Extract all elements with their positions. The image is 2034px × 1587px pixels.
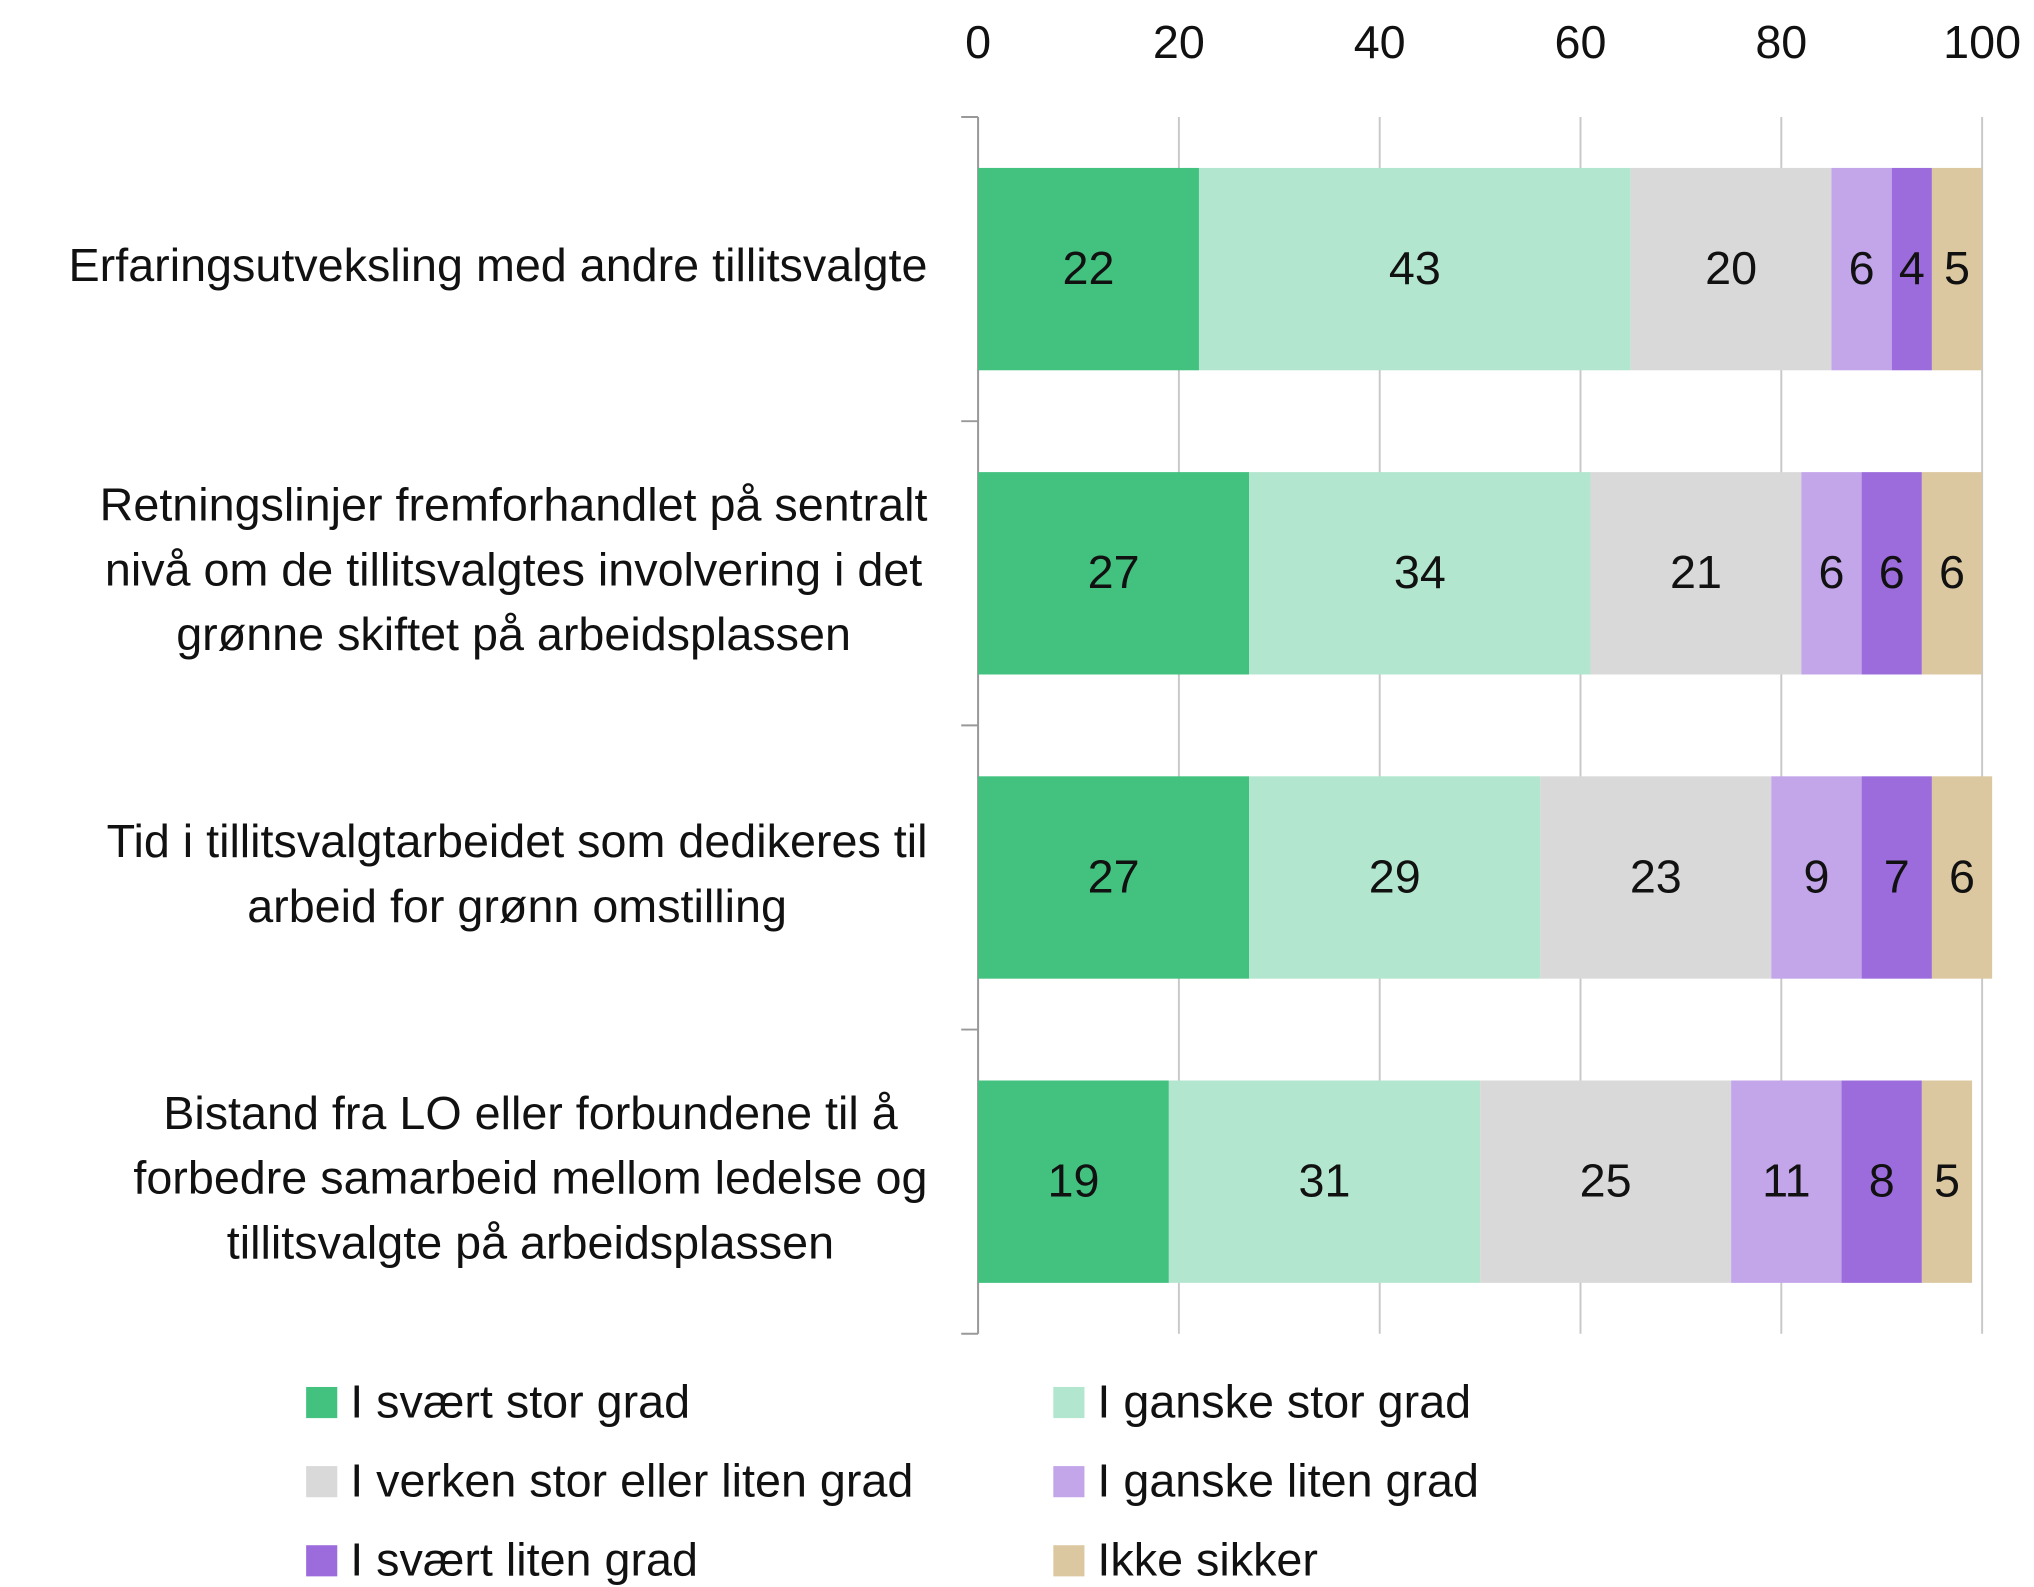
bar-segment: [1931, 776, 1993, 979]
category-label: Retningslinjer fremforhandlet på sentral…: [100, 479, 928, 661]
category-label: Bistand fra LO eller forbundene til å for…: [133, 1087, 927, 1269]
legend-label: I svært liten grad: [350, 1534, 698, 1586]
legend-swatch: [306, 1466, 338, 1498]
legend-label: Ikke sikker: [1097, 1534, 1318, 1586]
bar-segment: [1590, 472, 1802, 675]
x-tick-label: 80: [1755, 16, 1807, 68]
legend-swatch: [1053, 1466, 1085, 1498]
value-label: 8: [1869, 1155, 1895, 1207]
bar-segment: [1249, 472, 1591, 675]
x-tick-label: 40: [1354, 16, 1406, 68]
value-label: 6: [1939, 546, 1965, 598]
bar-segment: [978, 472, 1250, 675]
bar-segment: [1771, 776, 1862, 979]
legend-label: I ganske liten grad: [1097, 1455, 1479, 1507]
bar-segment: [978, 167, 1199, 371]
value-label: 20: [1705, 242, 1757, 294]
bar-segment: [1168, 1080, 1481, 1283]
value-label: 22: [1063, 242, 1115, 294]
legend-swatch: [1053, 1386, 1085, 1419]
value-label: 7: [1884, 850, 1910, 902]
bar-segment: [1630, 167, 1832, 371]
bar-segment: [978, 1080, 1169, 1283]
legend-swatch: [1053, 1545, 1085, 1577]
bar-segment: [1861, 472, 1922, 675]
value-label: 5: [1944, 242, 1970, 294]
x-tick-label: 20: [1153, 16, 1205, 68]
value-label: 4: [1899, 242, 1925, 294]
value-label: 6: [1879, 546, 1905, 598]
bar-segment: [1841, 1080, 1922, 1283]
value-label: 21: [1670, 546, 1722, 598]
value-label: 9: [1803, 850, 1829, 902]
bar-segment: [1861, 776, 1932, 979]
legend-label: I verken stor eller liten grad: [350, 1455, 913, 1507]
value-label: 25: [1580, 1155, 1632, 1207]
value-label: 31: [1299, 1155, 1351, 1207]
category-label: Erfaringsutveksling med andre tillitsval…: [69, 239, 928, 291]
value-label: 43: [1389, 242, 1441, 294]
x-tick-label: 100: [1943, 16, 2021, 68]
bar-segment: [1249, 776, 1541, 979]
value-label: 6: [1819, 546, 1845, 598]
bar-segment: [1198, 167, 1631, 371]
value-label: 5: [1934, 1155, 1960, 1207]
value-label: 27: [1088, 850, 1140, 902]
bar-segment: [1480, 1080, 1732, 1283]
bar-segment: [1540, 776, 1772, 979]
value-label: 11: [1762, 1155, 1810, 1207]
legend-label: I svært stor grad: [350, 1375, 690, 1427]
x-tick-label: 0: [965, 16, 991, 68]
legend-swatch: [306, 1545, 338, 1577]
bar-segment: [1921, 472, 1983, 675]
value-label: 27: [1088, 546, 1140, 598]
bar-segment: [1731, 1080, 1842, 1283]
bar-segment: [1801, 472, 1862, 675]
value-label: 6: [1849, 242, 1875, 294]
bar-segment: [978, 776, 1250, 979]
category-label: Tid i tillitsvalgtarbeidet som dedikeres…: [107, 815, 928, 932]
bar-segment: [1831, 167, 1892, 371]
value-label: 6: [1949, 850, 1975, 902]
x-tick-label: 60: [1555, 16, 1607, 68]
legend-label: I ganske stor grad: [1097, 1375, 1471, 1427]
legend-swatch: [306, 1386, 338, 1419]
bar-segment: [1891, 167, 1932, 371]
value-label: 19: [1047, 1155, 1099, 1207]
bar-segment: [1931, 167, 1983, 371]
value-label: 29: [1369, 850, 1421, 902]
value-label: 23: [1630, 850, 1682, 902]
bar-segment: [1921, 1080, 1973, 1283]
value-label: 34: [1394, 546, 1446, 598]
